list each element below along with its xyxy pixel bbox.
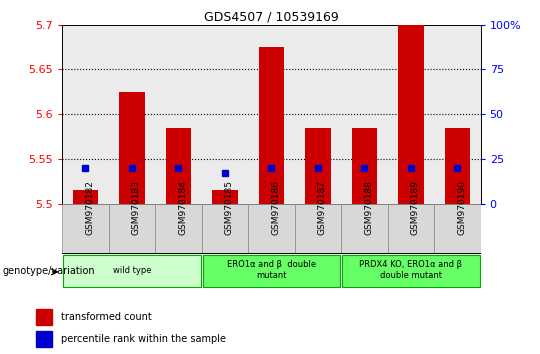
Bar [398,25,424,204]
Text: GSM970186: GSM970186 [272,180,280,235]
Bar [388,25,434,204]
Bar [119,92,145,204]
Text: GSM970184: GSM970184 [178,180,187,235]
Text: GSM970187: GSM970187 [318,180,327,235]
Bar [341,25,388,204]
Bar [388,204,434,253]
Bar [352,127,377,204]
Text: GSM970183: GSM970183 [132,180,141,235]
Bar [248,25,295,204]
Bar [155,25,201,204]
Bar [201,204,248,253]
Bar [212,190,238,204]
Bar [109,25,155,204]
Text: genotype/variation: genotype/variation [3,266,96,276]
Bar [109,204,155,253]
Bar [295,25,341,204]
Bar [259,47,284,204]
Bar [444,127,470,204]
Bar [166,127,191,204]
Bar [342,255,480,287]
Text: GSM970182: GSM970182 [85,180,94,235]
Bar [62,25,109,204]
Text: percentile rank within the sample: percentile rank within the sample [62,334,226,344]
Bar [62,204,109,253]
Text: ERO1α and β  double
mutant: ERO1α and β double mutant [227,261,316,280]
Bar [201,25,248,204]
Text: GSM970188: GSM970188 [364,180,373,235]
Text: GSM970185: GSM970185 [225,180,234,235]
Bar [36,331,52,347]
Bar [202,255,340,287]
Bar [434,25,481,204]
Text: GSM970190: GSM970190 [457,180,467,235]
Bar [36,309,52,325]
Bar [63,255,201,287]
Text: transformed count: transformed count [62,312,152,322]
Bar [305,127,330,204]
Text: PRDX4 KO, ERO1α and β
double mutant: PRDX4 KO, ERO1α and β double mutant [359,261,462,280]
Text: GSM970189: GSM970189 [411,180,420,235]
Text: wild type: wild type [113,266,151,275]
Bar [295,204,341,253]
Title: GDS4507 / 10539169: GDS4507 / 10539169 [204,11,339,24]
Bar [248,204,295,253]
Bar [72,190,98,204]
Bar [155,204,201,253]
Bar [434,204,481,253]
Bar [341,204,388,253]
